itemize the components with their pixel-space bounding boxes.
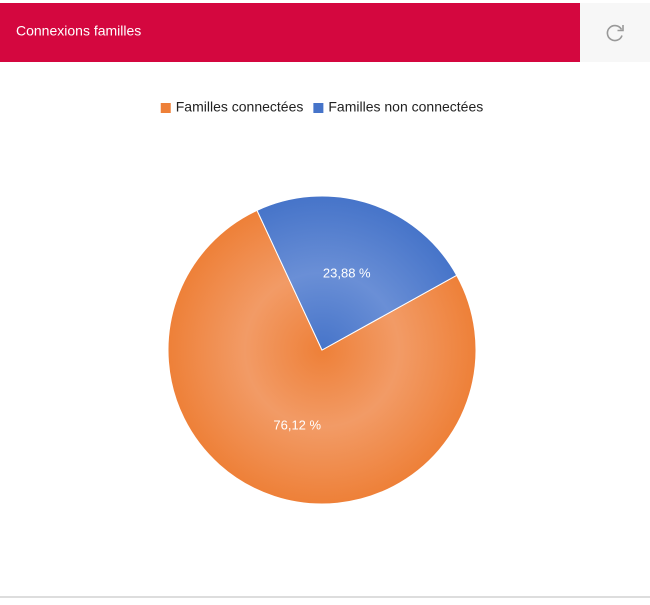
legend-swatch xyxy=(313,103,324,113)
chart-title: Connexions familles xyxy=(16,23,141,39)
pie: 76,12 % 23,88 % xyxy=(167,195,477,505)
toolbar xyxy=(580,3,650,62)
refresh-icon xyxy=(606,24,623,42)
legend-item: Familles non connectées xyxy=(313,99,483,115)
legend-item: Familles connectées xyxy=(160,99,304,115)
refresh-button[interactable] xyxy=(606,24,624,42)
refresh-arrow xyxy=(617,25,624,32)
pie-slice xyxy=(256,195,458,351)
slice-label: 23,88 % xyxy=(323,265,371,280)
legend-label: Familles non connectées xyxy=(328,99,483,115)
legend: Familles connectées Familles non connecté… xyxy=(160,99,483,115)
header xyxy=(0,3,580,62)
slice-label: 76,12 % xyxy=(273,418,321,433)
pie-slice xyxy=(167,209,477,505)
legend-swatch xyxy=(160,103,171,113)
legend-label: Familles connectées xyxy=(176,99,304,115)
